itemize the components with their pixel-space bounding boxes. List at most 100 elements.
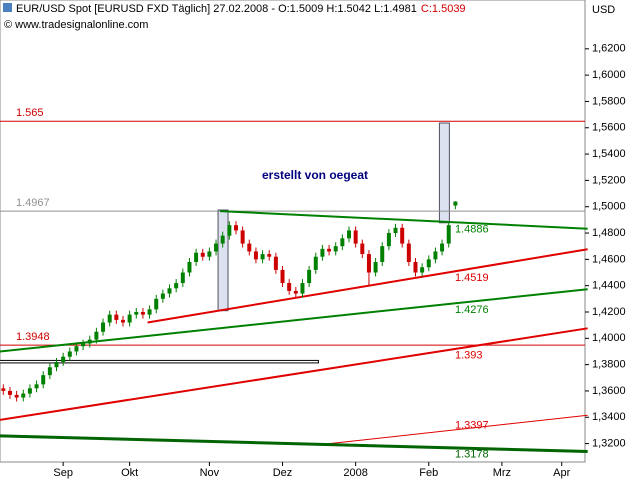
y-tick-label: 1,5400 [592, 148, 626, 160]
candle-body [260, 254, 265, 260]
candle-body [114, 314, 119, 320]
candle-body [7, 390, 12, 395]
candle-body [307, 269, 312, 284]
candle-body [187, 261, 192, 273]
candle-body [220, 235, 225, 244]
candle-body [180, 272, 185, 284]
candle-body [353, 230, 358, 244]
candle-body [14, 394, 19, 398]
y-tick-label: 1,5200 [592, 174, 626, 186]
y-tick-label: 1,6000 [592, 69, 626, 81]
annotation: erstellt von oegeat [262, 168, 368, 182]
candle-body [313, 256, 318, 270]
y-tick-label: 1,3200 [592, 437, 626, 449]
y-tick-label: 1,4800 [592, 227, 626, 239]
candle-body [386, 233, 391, 247]
x-tick-label: Apr [553, 467, 570, 479]
candle-body [253, 251, 258, 260]
candle-body [300, 283, 305, 294]
candle-body [347, 230, 351, 239]
y-tick-label: 1,4000 [592, 332, 626, 344]
x-tick-label: Nov [200, 467, 220, 479]
candle-body [320, 248, 325, 257]
candle-body [167, 288, 172, 294]
candle-body [453, 201, 458, 206]
trendline-label: 1.3397 [455, 420, 489, 432]
header: EUR/USD Spot [EURUSD FXD Täglich] 27.02.… [16, 3, 417, 15]
y-tick-label: 1,5800 [592, 95, 626, 107]
candle-body [27, 388, 32, 394]
plot-area [0, 0, 586, 463]
header-close: C:1.5039 [421, 3, 466, 15]
candle-body [400, 227, 405, 244]
candle-body [34, 384, 39, 389]
candle-body [101, 322, 106, 332]
candle-body [214, 243, 219, 252]
trendline-label: 1.393 [455, 349, 483, 361]
candle-body [160, 293, 165, 299]
candle-body [227, 225, 232, 236]
icon [3, 3, 12, 12]
y-tick-label: 1,4200 [592, 306, 626, 318]
candle-body [154, 298, 159, 310]
candle-body [293, 290, 298, 294]
candle-body [1, 388, 6, 391]
candle-body [433, 251, 438, 260]
trendline [147, 248, 588, 324]
trendline-label: 1.4276 [455, 304, 489, 316]
candle-body [61, 356, 66, 362]
candle-body [360, 243, 365, 255]
y-tick-label: 1,3800 [592, 359, 626, 371]
candle-body [200, 252, 205, 257]
candle-body [54, 361, 59, 368]
candle-body [420, 267, 425, 273]
trendline-label: 1.4886 [455, 224, 489, 236]
box [217, 209, 229, 312]
candle-body [47, 367, 52, 376]
copyright: © www.tradesignalonline.com [4, 19, 148, 31]
candle-body [234, 225, 238, 231]
trendline-label: 1.4519 [455, 272, 489, 284]
y-unit: USD [592, 4, 615, 16]
candle-body [207, 251, 212, 257]
x-tick-label: Dez [273, 467, 293, 479]
y-tick-label: 1,4400 [592, 280, 626, 292]
candle-body [140, 311, 145, 315]
candle-body [74, 346, 79, 352]
candle-body [134, 311, 139, 315]
candle-body [340, 238, 345, 247]
candle-body [426, 259, 431, 268]
y-tick-label: 1,5600 [592, 122, 626, 134]
candle-body [406, 243, 411, 262]
candle-body [194, 252, 199, 262]
candle-body [273, 256, 278, 270]
candle-body [94, 331, 99, 340]
candle-body [127, 314, 132, 323]
x-tick-label: Feb [419, 467, 438, 479]
candle-body [67, 351, 72, 357]
candle-body [280, 269, 285, 284]
candle-body [440, 243, 445, 252]
candle-body [413, 261, 418, 273]
x-tick-label: 2008 [343, 467, 367, 479]
level-label: 1.565 [16, 107, 44, 119]
trendline [219, 210, 588, 230]
candle-body [333, 246, 338, 252]
level-label: 1.4967 [16, 197, 50, 209]
candle-body [267, 254, 272, 257]
candle-body [380, 246, 385, 262]
y-tick-label: 1,3400 [592, 411, 626, 423]
x-tick-label: Okt [121, 467, 138, 479]
candle-body [327, 248, 332, 252]
trendline [0, 434, 588, 453]
candle-body [373, 261, 378, 273]
candle-body [366, 254, 371, 273]
candle-body [446, 225, 451, 244]
candle-body [247, 243, 252, 252]
candle-body [81, 343, 86, 347]
candle-body [21, 393, 26, 398]
candle-body [87, 339, 92, 344]
trendline-label: 1.3178 [455, 448, 489, 460]
candle-body [120, 319, 125, 323]
